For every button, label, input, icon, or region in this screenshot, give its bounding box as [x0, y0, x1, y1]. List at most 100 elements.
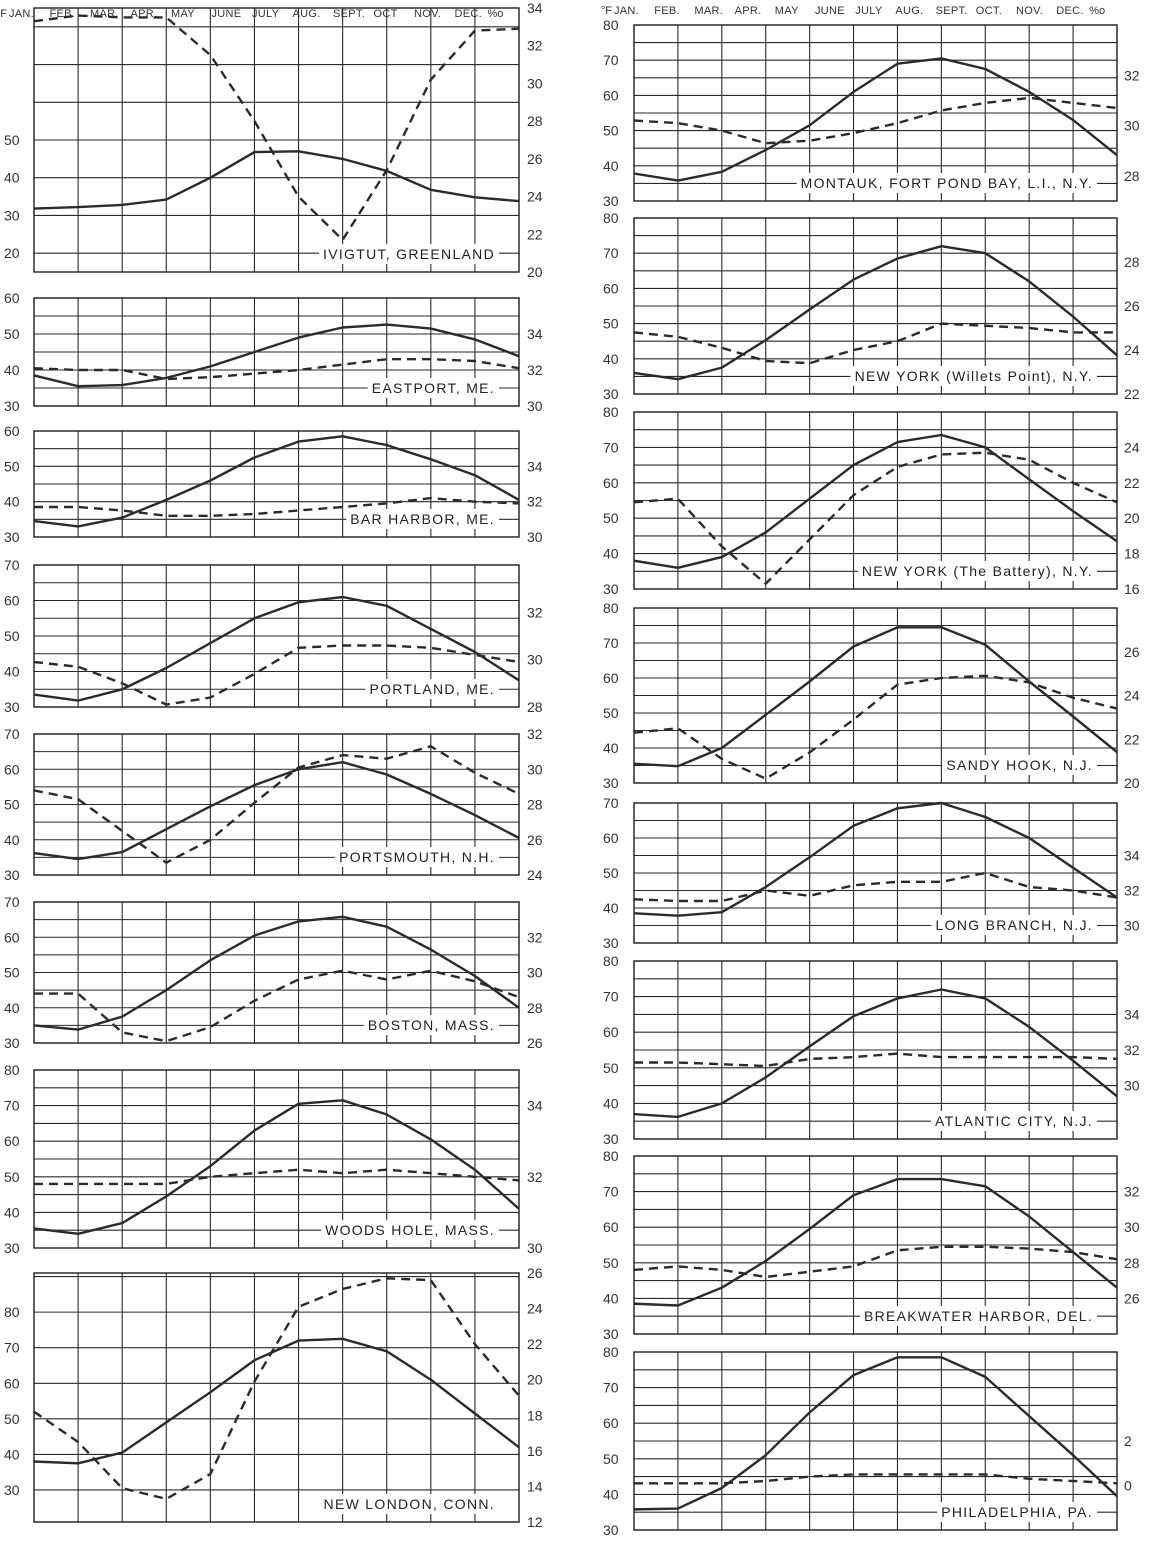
temperature-tick-label: 80 [603, 953, 619, 969]
temperature-tick-label: 30 [603, 193, 619, 209]
salinity-tick-label: 14 [527, 1478, 543, 1494]
salinity-tick-label: 34 [527, 0, 543, 16]
salinity-tick-label: 20 [1124, 510, 1140, 526]
temperature-tick-label: 60 [4, 423, 20, 439]
plot-frame [33, 733, 520, 876]
salinity-line [33, 358, 520, 381]
month-label-7: JULY [252, 8, 280, 20]
station-chart-ivigtut-greenland: 20 30 40 50 20 22 24 26 28 30 32 34 IVIGTUT, GREENLA… [4, 0, 543, 280]
temperature-tick-label: 40 [603, 546, 619, 562]
station-label-background [931, 915, 1097, 935]
temperature-tick-label: 50 [4, 1411, 20, 1427]
station-label: PHILADELPHIA, PA. [941, 1504, 1093, 1520]
month-label-9: SEPT. [936, 5, 968, 17]
station-chart-sandy-hook-n-j: 30 40 50 60 70 80 20 22 24 26 SANDY HOOK, N.J. [603, 600, 1140, 791]
temperature-tick-label: 40 [4, 494, 20, 510]
temperature-tick-label: 50 [4, 797, 20, 813]
temperature-tick-label: 50 [4, 458, 20, 474]
temperature-tick-label: 60 [603, 670, 619, 686]
salinity-tick-label: 32 [527, 494, 543, 510]
station-label-background [850, 366, 1097, 386]
salinity-tick-label: 22 [1124, 475, 1140, 491]
month-label-11: NOV. [1016, 5, 1043, 17]
temperature-tick-label: 30 [4, 207, 20, 223]
month-label-10: OCT. [976, 5, 1002, 17]
month-label-6: JUNE [212, 8, 242, 20]
station-chart-montauk-fort-pond-bay-l-i-n-y: 30 40 50 60 70 80 28 30 32 MONTAUK, FORT POND BAY… [603, 17, 1140, 209]
plot-frame [33, 297, 520, 407]
salinity-tick-label: 32 [527, 726, 543, 742]
temperature-line [33, 1099, 520, 1235]
temperature-tick-label: 30 [603, 581, 619, 597]
salinity-tick-label: 32 [1124, 1184, 1140, 1200]
temperature-line [33, 1337, 520, 1465]
station-label: NEW YORK (Willets Point), N.Y. [855, 368, 1093, 384]
salinity-tick-label: 30 [1124, 1078, 1140, 1094]
temperature-tick-label: 40 [603, 158, 619, 174]
salinity-tick-label: 26 [527, 1265, 543, 1281]
salinity-tick-label: 16 [1124, 581, 1140, 597]
station-label: NEW YORK (The Battery), N.Y. [862, 563, 1093, 579]
temperature-tick-label: 70 [603, 439, 619, 455]
salinity-tick-label: 30 [527, 75, 543, 91]
temperature-tick-label: 80 [4, 1304, 20, 1320]
salinity-tick-label: 24 [1124, 342, 1140, 358]
temperature-tick-label: 50 [4, 628, 20, 644]
temperature-tick-label: 40 [4, 1000, 20, 1016]
temperature-tick-label: 60 [603, 1219, 619, 1235]
salinity-tick-label: 30 [527, 965, 543, 981]
salinity-tick-label: 30 [1124, 118, 1140, 134]
temperature-tick-label: 30 [4, 398, 20, 414]
temperature-tick-label: 70 [603, 795, 619, 811]
temperature-line [633, 1177, 1118, 1307]
plot-frame [33, 7, 520, 273]
station-label-background [365, 679, 499, 699]
month-label-11: NOV. [414, 8, 441, 20]
salinity-tick-label: 28 [1124, 254, 1140, 270]
station-label-background [335, 847, 499, 867]
station-label-background [363, 1015, 499, 1035]
salinity-tick-label: 34 [527, 458, 543, 474]
station-chart-boston-mass: 30 40 50 60 70 26 28 30 32 BOSTON, MASS. [4, 894, 543, 1051]
temperature-tick-label: 30 [4, 529, 20, 545]
temperature-tick-label: 80 [603, 404, 619, 420]
station-chart-new-york-willets-point-n-y: 30 40 50 60 70 80 22 24 26 28 NEW YORK (Willets Po… [603, 210, 1140, 402]
temperature-tick-label: 70 [4, 894, 20, 910]
salinity-tick-label: 28 [1124, 1255, 1140, 1271]
temperature-tick-label: 70 [603, 989, 619, 1005]
month-label-5: MAY [775, 5, 799, 17]
temperature-tick-label: 50 [603, 1451, 619, 1467]
salinity-tick-label: 32 [1124, 1042, 1140, 1058]
salinity-line [33, 644, 520, 706]
temperature-line [33, 435, 520, 528]
salinity-line [633, 96, 1118, 145]
salinity-tick-label: 32 [527, 362, 543, 378]
salinity-tick-label: 18 [1124, 546, 1140, 562]
station-label-background [346, 509, 499, 529]
salinity-tick-label: 28 [527, 699, 543, 715]
station-label: WOODS HOLE, MASS. [325, 1222, 495, 1238]
temperature-tick-label: 40 [603, 900, 619, 916]
temperature-tick-label: 30 [603, 775, 619, 791]
station-chart-portland-me: 30 40 50 60 70 28 30 32 PORTLAND, ME. [4, 557, 543, 715]
salinity-tick-label: 32 [1124, 67, 1140, 83]
station-label-background [319, 1494, 499, 1514]
temperature-tick-label: 70 [603, 52, 619, 68]
month-label-6: JUNE [815, 5, 845, 17]
salinity-tick-label: 24 [527, 867, 543, 883]
station-label-background [796, 173, 1097, 193]
temperature-tick-label: 80 [603, 600, 619, 616]
station-chart-bar-harbor-me: 30 40 50 60 30 32 34 BAR HARBOR, ME. [4, 423, 543, 545]
salinity-unit-label: %o [1089, 5, 1105, 17]
temperature-tick-label: 70 [4, 1340, 20, 1356]
salinity-line [34, 969, 520, 1043]
temperature-line [633, 57, 1118, 182]
temperature-line [633, 245, 1118, 381]
temperature-tick-label: 60 [4, 1133, 20, 1149]
salinity-line [634, 1052, 1118, 1068]
station-chart-philadelphia-pa: 30 40 50 60 70 80 0 2 PHILADELPHIA, PA. [603, 1344, 1132, 1538]
salinity-tick-label: 24 [1124, 688, 1140, 704]
station-label-background [321, 1220, 499, 1240]
temperature-tick-label: 50 [603, 705, 619, 721]
temperature-tick-label: 40 [603, 740, 619, 756]
